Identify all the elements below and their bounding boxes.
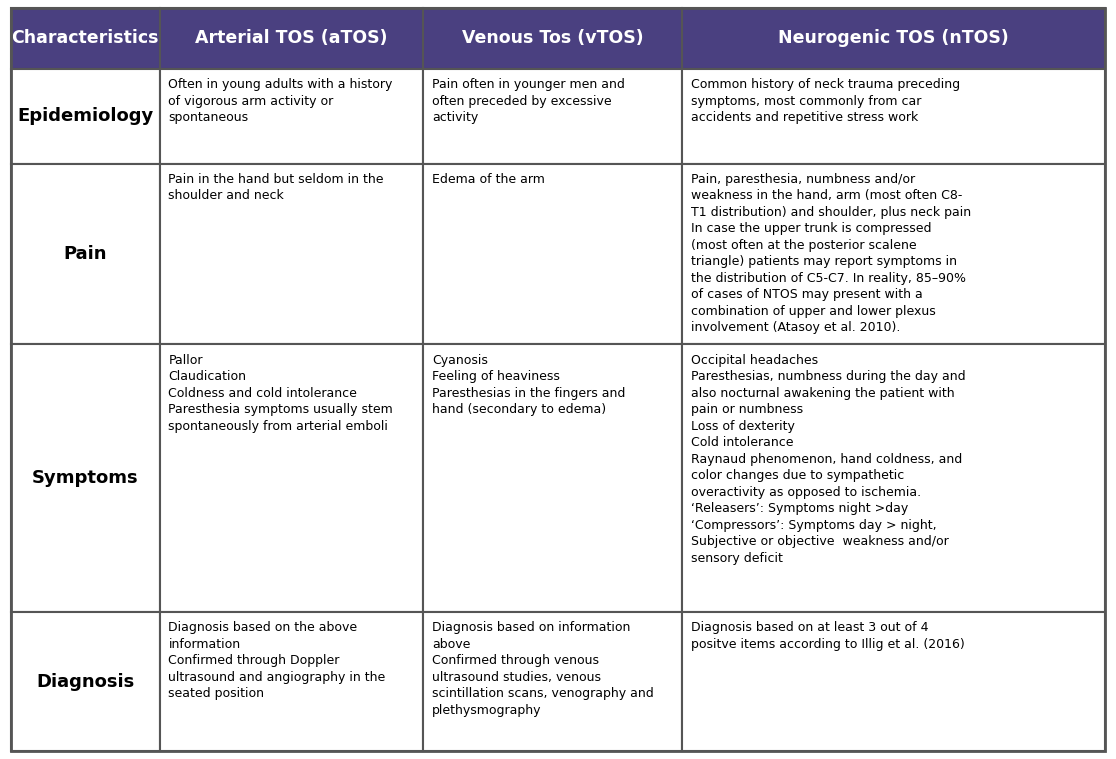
Text: Venous Tos (vTOS): Venous Tos (vTOS) — [462, 30, 643, 48]
Bar — [11, 69, 160, 164]
Bar — [682, 345, 1105, 612]
Text: Common history of neck trauma preceding
symptoms, most commonly from car
acciden: Common history of neck trauma preceding … — [691, 78, 960, 124]
Text: Pain, paresthesia, numbness and/or
weakness in the hand, arm (most often C8-
T1 : Pain, paresthesia, numbness and/or weakn… — [691, 173, 971, 334]
Bar — [423, 612, 682, 751]
Text: Characteristics: Characteristics — [11, 30, 160, 48]
Text: Occipital headaches
Paresthesias, numbness during the day and
also nocturnal awa: Occipital headaches Paresthesias, numbne… — [691, 354, 965, 565]
Bar — [11, 164, 160, 345]
Bar — [160, 8, 423, 69]
Bar — [160, 69, 423, 164]
Text: Pain: Pain — [64, 245, 107, 263]
Text: Epidemiology: Epidemiology — [17, 108, 154, 125]
Text: Diagnosis based on information
above
Confirmed through venous
ultrasound studies: Diagnosis based on information above Con… — [432, 621, 654, 716]
Text: Cyanosis
Feeling of heaviness
Paresthesias in the fingers and
hand (secondary to: Cyanosis Feeling of heaviness Paresthesi… — [432, 354, 626, 416]
Bar — [11, 612, 160, 751]
Text: Often in young adults with a history
of vigorous arm activity or
spontaneous: Often in young adults with a history of … — [169, 78, 393, 124]
Text: Pain in the hand but seldom in the
shoulder and neck: Pain in the hand but seldom in the shoul… — [169, 173, 384, 202]
Bar — [423, 69, 682, 164]
Bar — [682, 8, 1105, 69]
Bar — [423, 345, 682, 612]
Text: Diagnosis based on at least 3 out of 4
positve items according to Illig et al. (: Diagnosis based on at least 3 out of 4 p… — [691, 621, 964, 650]
Text: Arterial TOS (aTOS): Arterial TOS (aTOS) — [195, 30, 387, 48]
Bar — [11, 345, 160, 612]
Text: Pain often in younger men and
often preceded by excessive
activity: Pain often in younger men and often prec… — [432, 78, 625, 124]
Bar — [11, 8, 160, 69]
Text: Edema of the arm: Edema of the arm — [432, 173, 545, 186]
Bar — [160, 612, 423, 751]
Text: Symptoms: Symptoms — [32, 469, 138, 487]
Bar — [682, 164, 1105, 345]
Bar — [160, 164, 423, 345]
Text: Neurogenic TOS (nTOS): Neurogenic TOS (nTOS) — [778, 30, 1009, 48]
Text: Pallor
Claudication
Coldness and cold intolerance
Paresthesia symptoms usually s: Pallor Claudication Coldness and cold in… — [169, 354, 393, 433]
Bar — [682, 69, 1105, 164]
Text: Diagnosis based on the above
information
Confirmed through Doppler
ultrasound an: Diagnosis based on the above information… — [169, 621, 386, 700]
Bar — [160, 345, 423, 612]
Text: Diagnosis: Diagnosis — [36, 672, 135, 691]
Bar — [682, 612, 1105, 751]
Bar — [423, 164, 682, 345]
Bar — [423, 8, 682, 69]
